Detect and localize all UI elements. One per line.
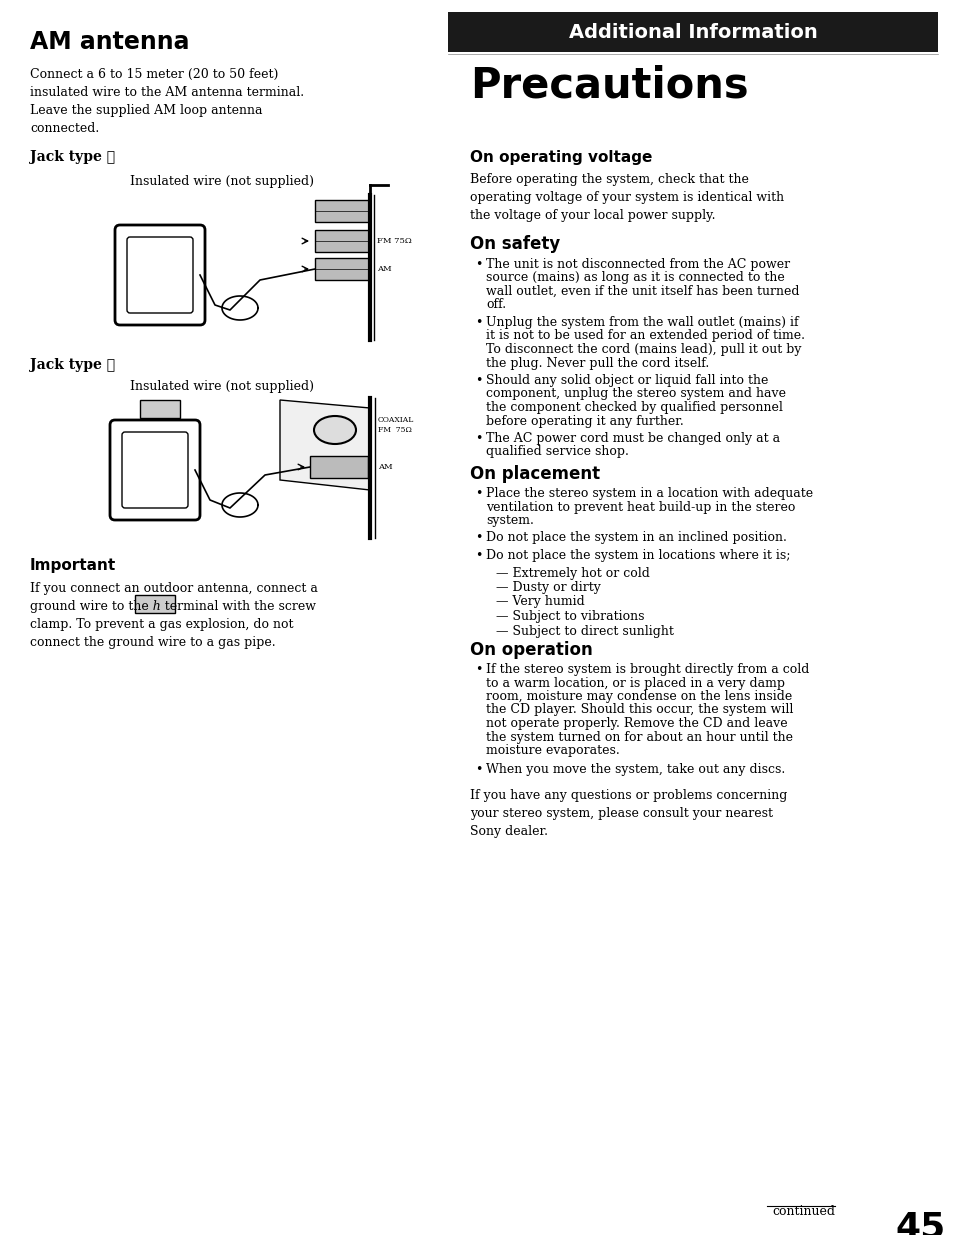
FancyBboxPatch shape bbox=[115, 225, 205, 325]
Text: — Extremely hot or cold: — Extremely hot or cold bbox=[496, 567, 649, 579]
Text: moisture evaporates.: moisture evaporates. bbox=[485, 743, 619, 757]
Text: The unit is not disconnected from the AC power: The unit is not disconnected from the AC… bbox=[485, 258, 789, 270]
Text: •: • bbox=[475, 763, 482, 777]
Text: COAXIAL
FM  75Ω: COAXIAL FM 75Ω bbox=[377, 416, 414, 433]
FancyBboxPatch shape bbox=[110, 420, 200, 520]
Text: On safety: On safety bbox=[470, 235, 559, 253]
Text: •: • bbox=[475, 316, 482, 329]
Bar bbox=[448, 12, 937, 52]
Text: Precautions: Precautions bbox=[470, 65, 748, 107]
Text: off.: off. bbox=[485, 299, 506, 311]
Text: On placement: On placement bbox=[470, 466, 599, 483]
Text: — Dusty or dirty: — Dusty or dirty bbox=[496, 580, 600, 594]
Text: The AC power cord must be changed only at a: The AC power cord must be changed only a… bbox=[485, 432, 780, 445]
Ellipse shape bbox=[314, 416, 355, 445]
Text: If you connect an outdoor antenna, connect a
ground wire to the ℎ terminal with : If you connect an outdoor antenna, conne… bbox=[30, 582, 317, 650]
Text: Additional Information: Additional Information bbox=[568, 22, 817, 42]
Text: Should any solid object or liquid fall into the: Should any solid object or liquid fall i… bbox=[485, 374, 767, 387]
Text: Insulated wire (not supplied): Insulated wire (not supplied) bbox=[130, 175, 314, 188]
FancyBboxPatch shape bbox=[122, 432, 188, 508]
Text: the CD player. Should this occur, the system will: the CD player. Should this occur, the sy… bbox=[485, 704, 793, 716]
Bar bbox=[314, 200, 370, 222]
Text: source (mains) as long as it is connected to the: source (mains) as long as it is connecte… bbox=[485, 272, 784, 284]
Text: On operating voltage: On operating voltage bbox=[470, 149, 652, 165]
Text: If you have any questions or problems concerning
your stereo system, please cons: If you have any questions or problems co… bbox=[470, 789, 786, 839]
Text: When you move the system, take out any discs.: When you move the system, take out any d… bbox=[485, 763, 784, 777]
Text: AM: AM bbox=[377, 463, 393, 471]
Text: If the stereo system is brought directly from a cold: If the stereo system is brought directly… bbox=[485, 663, 808, 676]
Text: component, unplug the stereo system and have: component, unplug the stereo system and … bbox=[485, 388, 785, 400]
Text: Connect a 6 to 15 meter (20 to 50 feet)
insulated wire to the AM antenna termina: Connect a 6 to 15 meter (20 to 50 feet) … bbox=[30, 68, 304, 135]
Text: Jack type Ⓐ: Jack type Ⓐ bbox=[30, 149, 115, 164]
Text: Insulated wire (not supplied): Insulated wire (not supplied) bbox=[130, 380, 314, 393]
Bar bbox=[135, 595, 174, 613]
Text: •: • bbox=[475, 432, 482, 445]
Text: wall outlet, even if the unit itself has been turned: wall outlet, even if the unit itself has… bbox=[485, 285, 799, 298]
Text: Jack type Ⓑ: Jack type Ⓑ bbox=[30, 358, 115, 372]
Text: system.: system. bbox=[485, 514, 534, 527]
Text: — Very humid: — Very humid bbox=[496, 595, 584, 609]
Text: Do not place the system in locations where it is;: Do not place the system in locations whe… bbox=[485, 550, 790, 562]
Text: •: • bbox=[475, 531, 482, 545]
Text: Unplug the system from the wall outlet (mains) if: Unplug the system from the wall outlet (… bbox=[485, 316, 798, 329]
Text: Place the stereo system in a location with adequate: Place the stereo system in a location wi… bbox=[485, 487, 812, 500]
Text: the system turned on for about an hour until the: the system turned on for about an hour u… bbox=[485, 730, 792, 743]
Text: qualified service shop.: qualified service shop. bbox=[485, 446, 628, 458]
Text: Do not place the system in an inclined position.: Do not place the system in an inclined p… bbox=[485, 531, 786, 545]
Text: continued: continued bbox=[771, 1205, 834, 1218]
Polygon shape bbox=[280, 400, 370, 490]
Text: •: • bbox=[475, 374, 482, 387]
Text: not operate properly. Remove the CD and leave: not operate properly. Remove the CD and … bbox=[485, 718, 787, 730]
Bar bbox=[310, 456, 368, 478]
Text: — Subject to vibrations: — Subject to vibrations bbox=[496, 610, 644, 622]
Text: Before operating the system, check that the
operating voltage of your system is : Before operating the system, check that … bbox=[470, 173, 783, 222]
Text: •: • bbox=[475, 663, 482, 676]
Text: •: • bbox=[475, 487, 482, 500]
Text: On operation: On operation bbox=[470, 641, 592, 659]
Text: — Subject to direct sunlight: — Subject to direct sunlight bbox=[496, 625, 673, 637]
Text: to a warm location, or is placed in a very damp: to a warm location, or is placed in a ve… bbox=[485, 677, 784, 689]
Text: ventilation to prevent heat build-up in the stereo: ventilation to prevent heat build-up in … bbox=[485, 500, 795, 514]
Text: FM 75Ω: FM 75Ω bbox=[376, 237, 412, 245]
Text: AM antenna: AM antenna bbox=[30, 30, 190, 54]
Text: 45: 45 bbox=[894, 1210, 944, 1235]
Text: before operating it any further.: before operating it any further. bbox=[485, 415, 683, 427]
Text: room, moisture may condense on the lens inside: room, moisture may condense on the lens … bbox=[485, 690, 791, 703]
Text: Important: Important bbox=[30, 558, 116, 573]
Text: AM: AM bbox=[376, 266, 392, 273]
Text: the plug. Never pull the cord itself.: the plug. Never pull the cord itself. bbox=[485, 357, 708, 369]
Text: •: • bbox=[475, 550, 482, 562]
Text: it is not to be used for an extended period of time.: it is not to be used for an extended per… bbox=[485, 330, 804, 342]
Bar bbox=[314, 230, 370, 252]
Text: •: • bbox=[475, 258, 482, 270]
Bar bbox=[140, 400, 180, 417]
Text: the component checked by qualified personnel: the component checked by qualified perso… bbox=[485, 401, 782, 414]
Text: To disconnect the cord (mains lead), pull it out by: To disconnect the cord (mains lead), pul… bbox=[485, 343, 801, 356]
FancyBboxPatch shape bbox=[127, 237, 193, 312]
Bar bbox=[314, 258, 370, 280]
